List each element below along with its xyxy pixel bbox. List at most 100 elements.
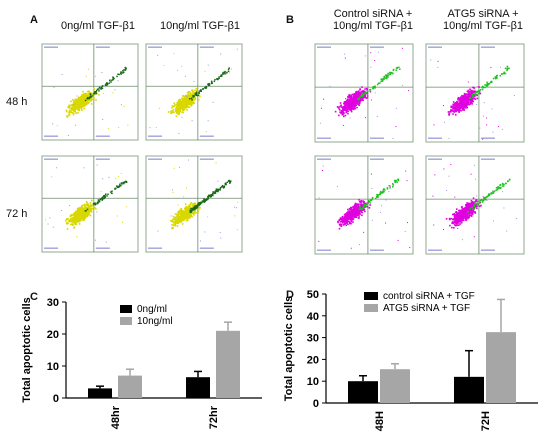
flow-plot-b-0-0 [314,43,414,143]
quadrant-readout-mark [317,158,331,160]
chart-c-xtick-label: 48hr [110,405,122,429]
chart-d-bar [380,369,410,403]
quadrant-readout-mark [369,158,384,160]
event-cloud [334,86,372,118]
quadrant-readout-mark [44,247,58,249]
flow-plot-a-0-1 [145,43,243,141]
chart-c-ytick-label: 20 [47,329,59,341]
event-streak [432,164,518,241]
panel-b-flow-plots [314,43,525,255]
event-streak [149,48,238,134]
event-streak [52,66,129,136]
quadrant-readout-mark [428,249,442,251]
event-streak [318,165,411,251]
event-cloud [337,198,371,230]
chart-c-legend-swatch [120,305,132,313]
chart-d-ytick-label: 10 [307,376,319,388]
flow-plot-b-1-1 [425,155,525,255]
chart-c-legend-swatch [120,317,132,325]
chart-c-bar [216,330,240,398]
chart-c-legend-label: 10ng/ml [137,316,173,327]
event-cloud [447,86,482,116]
chart-d-bar [454,376,484,403]
flow-plot-a-0-0 [41,43,139,141]
panel-b-col-header-0: Control siRNA + 10ng/ml TGF-β1 [318,8,428,32]
chart-c-bar [118,375,142,398]
panel-b-col-header-0-line2: 10ng/ml TGF-β1 [332,20,414,32]
chart-d-ytick-label: 50 [307,289,319,301]
chart-c-ylabel: Total apoptotic cells [21,297,33,403]
chart-d-bar [348,381,378,403]
chart-d-ylabel: Total apoptotic cells [283,296,295,402]
quadrant-readout-mark [317,249,331,251]
quadrant-readout-mark [199,158,214,160]
chart-d-legend-label: control siRNA + TGF [383,291,475,302]
quadrant-readout-mark [199,135,214,137]
chart-c-ytick-label: 30 [47,297,59,309]
quadrant-readout-mark [44,46,58,48]
quadrant-readout-mark [44,158,58,160]
quadrant-readout-mark [95,46,110,48]
chart-d-xtick-label: 72H [480,411,492,431]
quadrant-readout-mark [480,46,495,48]
quadrant-readout-mark [148,135,162,137]
chart-c-ytick-label: 0 [53,393,59,405]
chart-d-legend-swatch [364,304,378,312]
chart-d-legend-label: ATG5 siRNA + TGF [383,303,470,314]
flow-plot-a-1-1 [145,155,243,253]
panel-a-col-header-1: 10ng/ml TGF-β1 [159,20,241,32]
event-cloud [170,201,201,230]
chart-c-xtick-label: 72hr [208,405,220,429]
panel-letter-d: D [286,289,294,301]
row-label-48h: 48 h [6,96,28,108]
quadrant-readout-mark [428,158,442,160]
quadrant-readout-mark [44,135,58,137]
panel-b-col-header-1-line1: ATG5 siRNA + [447,8,519,20]
chart-c-bar [88,388,112,398]
chart-c-bar [186,377,210,398]
quadrant-readout-mark [480,249,495,251]
quadrant-readout-mark [369,46,384,48]
quadrant-readout-mark [317,46,331,48]
chart-d-ytick-label: 20 [307,354,319,366]
quadrant-readout-mark [480,137,495,139]
quadrant-readout-mark [148,46,162,48]
panel-a-col-header-0: 0ng/ml TGF-β1 [61,20,135,32]
panel-b-col-header-1: ATG5 siRNA + 10ng/ml TGF-β1 [428,8,538,32]
quadrant-readout-mark [199,247,214,249]
chart-d-legend-swatch [364,292,378,300]
quadrant-readout-mark [95,247,110,249]
panel-b-col-header-0-line1: Control siRNA + [333,8,413,20]
chart-d: Total apoptotic cells 0 10 20 30 40 50 48H 72H co… [283,289,538,431]
quadrant-readout-mark [95,135,110,137]
chart-d-xtick-label: 48H [374,411,386,431]
panel-letter-b: B [286,14,294,26]
event-streak [45,164,128,243]
panel-a-flow-plots [41,43,243,253]
quadrant-readout-mark [317,137,331,139]
quadrant-readout-mark [428,137,442,139]
chart-c-ytick-label: 10 [47,361,59,373]
flow-plot-b-1-0 [314,155,414,255]
chart-d-ytick-label: 40 [307,311,319,323]
quadrant-readout-mark [428,46,442,48]
quadrant-readout-mark [369,249,384,251]
chart-c-legend-label: 0ng/ml [137,304,167,315]
flow-plot-frame [41,155,139,253]
quadrant-readout-mark [199,46,214,48]
row-label-72h: 72 h [6,208,28,220]
chart-d-ytick-label: 30 [307,333,319,345]
panel-letter-a: A [30,14,38,26]
chart-d-ytick-label: 0 [313,398,319,410]
panel-letter-c: C [30,291,38,303]
quadrant-readout-mark [369,137,384,139]
flow-plot-b-0-1 [425,43,525,143]
event-cloud [65,199,99,230]
event-streak [430,59,515,140]
chart-c: Total apoptotic cells 0 10 20 30 48hr 72hr 0ng/… [21,297,262,429]
quadrant-readout-mark [148,158,162,160]
flow-plot-a-1-0 [41,155,139,253]
event-streak [157,159,239,242]
chart-d-bar [486,332,516,403]
event-streak [319,47,409,140]
